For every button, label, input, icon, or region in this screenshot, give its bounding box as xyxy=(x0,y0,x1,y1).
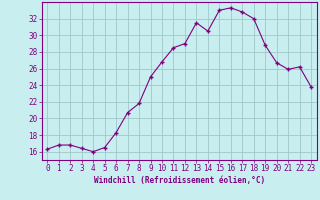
X-axis label: Windchill (Refroidissement éolien,°C): Windchill (Refroidissement éolien,°C) xyxy=(94,176,265,185)
